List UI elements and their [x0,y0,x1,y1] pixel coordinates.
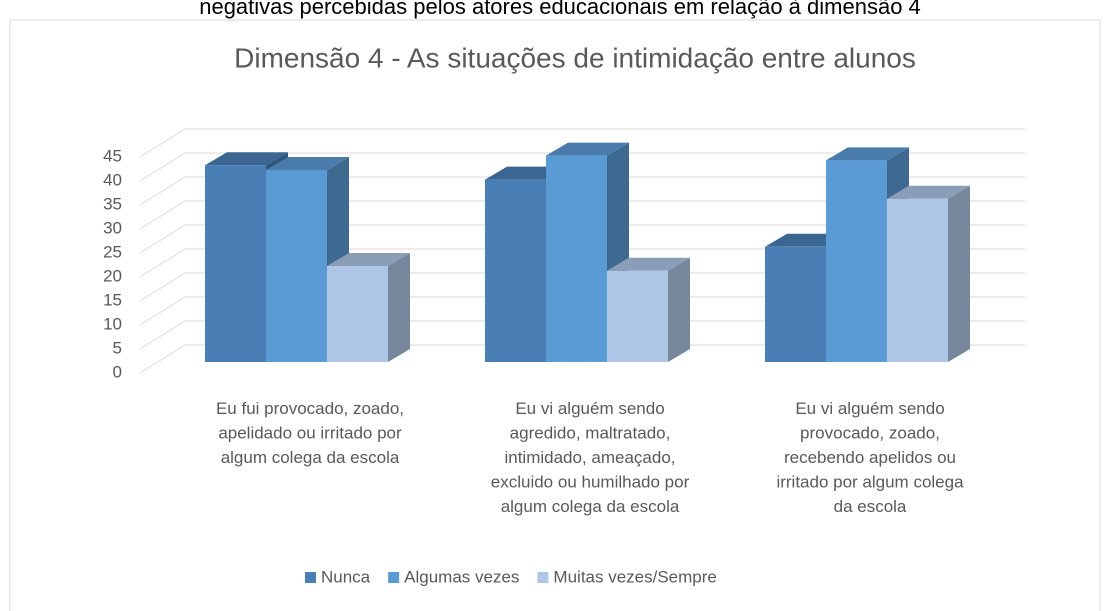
x-tick-label-line: Eu vi alguém sendo [795,399,944,418]
legend-swatch [537,572,549,583]
legend-swatch [305,572,316,583]
x-tick-label-line: da escola [834,497,907,516]
bar-top [546,142,629,156]
x-tick-label-line: irritado por algum colega [776,473,964,492]
x-tick-label-line: apelidado ou irritado por [218,424,402,443]
x-tick-label-line: recebendo apelidos ou [784,448,956,467]
grid-line [139,296,1025,326]
x-tick-label-line: algum colega da escola [221,448,400,467]
bar-top [887,185,970,199]
y-tick-label: 10 [103,314,122,333]
legend-swatch [388,572,400,583]
bar-top [205,152,288,166]
y-tick-label: 0 [113,362,122,381]
x-tick-label-line: Eu fui provocado, zoado, [216,399,404,418]
x-tick-label-line: agredido, maltratado, [510,424,671,443]
grid-line [139,320,1025,350]
legend-label: Nunca [321,567,371,586]
bar-side [668,257,690,362]
grid-line [139,272,1025,302]
y-tick-label: 45 [103,146,122,165]
x-tick-label: Eu fui provocado, zoado, apelidado ou irr… [216,399,404,467]
legend-label: Muitas vezes/Sempre [553,567,716,586]
bar-top [826,147,909,161]
caption: negativas percebidas pelos atores educac… [199,0,921,19]
x-tick-label-line: provocado, zoado, [800,424,940,443]
bar-top [266,157,349,170]
bar-side [388,253,410,362]
y-tick-label: 25 [103,242,122,261]
bar [266,170,327,362]
x-tick-label-line: Eu vi alguém sendo [515,399,664,418]
x-tick-label: Eu vi alguém sendo provocado, zoado, receb… [776,399,964,516]
bar [607,270,668,362]
x-tick-label-line: excluido ou humilhado por [491,473,690,492]
y-tick-label: 20 [103,266,122,285]
x-tick-label: Eu vi alguém sendo agredido, maltratado, i… [491,399,690,516]
grid-line [139,176,1025,206]
chart-title: Dimensão 4 - As situações de intimidação… [234,42,916,73]
bar [887,198,948,362]
y-tick-label: 15 [103,290,122,309]
legend-label: Algumas vezes [404,567,519,586]
grid-line [139,200,1025,230]
bar-side [948,185,970,362]
grid-line [139,224,1025,254]
bar-top [607,257,690,271]
bar [327,266,388,362]
y-tick-label: 5 [113,338,122,357]
bar [205,165,266,362]
grid-line [139,152,1025,182]
bar [546,155,607,362]
y-tick-label: 30 [103,218,122,237]
bar [485,179,546,362]
x-tick-label-line: algum colega da escola [501,497,680,516]
bar [765,246,826,362]
y-tick-label: 40 [103,170,122,189]
bar [826,160,887,362]
grid-line [139,128,1025,158]
bar-top [327,253,410,266]
grid-line [139,248,1025,278]
x-tick-label-line: intimidado, ameaçado, [504,448,675,467]
grid-line [139,344,1025,374]
y-tick-label: 35 [103,194,122,213]
